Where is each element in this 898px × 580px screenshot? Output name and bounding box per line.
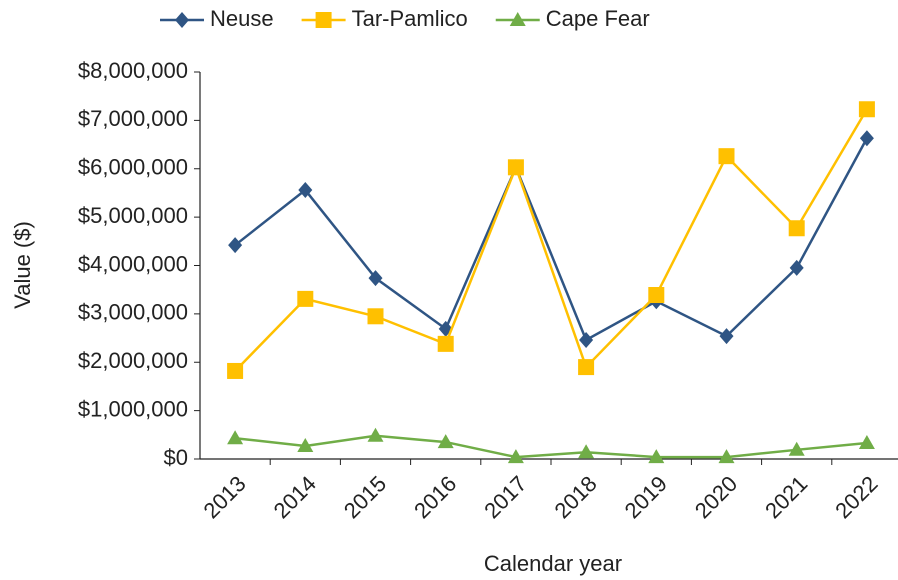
x-tick-label: 2014 — [269, 471, 321, 523]
x-tick-label: 2020 — [690, 471, 742, 523]
legend-marker — [175, 12, 189, 28]
point-marker — [367, 308, 384, 325]
y-tick-label: $5,000,000 — [78, 203, 188, 228]
series-line — [234, 434, 868, 459]
x-tick-label: 2021 — [760, 471, 812, 523]
point-marker — [297, 290, 314, 307]
y-tick-label: $8,000,000 — [78, 58, 188, 83]
y-tick-label: $7,000,000 — [78, 106, 188, 131]
series-line — [234, 137, 868, 342]
point-marker — [719, 328, 734, 345]
point-marker — [859, 130, 874, 147]
point-marker — [788, 441, 805, 456]
point-marker — [578, 359, 595, 376]
point-marker — [298, 182, 313, 199]
y-tick-label: $4,000,000 — [78, 251, 188, 276]
y-axis-title: Value ($) — [10, 221, 35, 309]
point-marker — [437, 434, 454, 449]
point-marker — [858, 101, 875, 118]
point-marker — [227, 362, 244, 379]
point-marker — [789, 259, 804, 276]
y-tick-label: $3,000,000 — [78, 300, 188, 325]
y-tick-label: $1,000,000 — [78, 396, 188, 421]
point-marker — [648, 287, 665, 304]
point-marker — [437, 335, 454, 352]
legend-marker — [509, 12, 526, 26]
point-marker — [648, 449, 665, 464]
legend-label: Neuse — [210, 6, 274, 31]
x-tick-label: 2013 — [198, 471, 250, 523]
x-tick-label: 2022 — [830, 471, 882, 523]
point-marker — [718, 449, 735, 464]
point-marker — [507, 159, 524, 176]
point-marker — [297, 437, 314, 452]
x-tick-label: 2019 — [620, 471, 672, 523]
point-marker — [368, 270, 383, 287]
y-tick-label: $0 — [164, 445, 188, 470]
point-marker — [507, 449, 524, 464]
x-tick-label: 2016 — [409, 471, 461, 523]
point-marker — [858, 435, 875, 450]
legend-label: Tar-Pamlico — [352, 6, 468, 31]
y-tick-label: $2,000,000 — [78, 348, 188, 373]
point-marker — [578, 444, 595, 459]
legend-marker — [315, 12, 332, 28]
x-tick-label: 2018 — [549, 471, 601, 523]
point-marker — [718, 148, 735, 165]
x-axis-title: Calendar year — [484, 551, 622, 576]
series-line — [234, 108, 868, 372]
point-marker — [228, 237, 243, 254]
point-marker — [579, 331, 594, 348]
x-tick-label: 2017 — [479, 471, 531, 523]
x-tick-label: 2015 — [339, 471, 391, 523]
point-marker — [367, 427, 384, 442]
legend-label: Cape Fear — [546, 6, 650, 31]
point-marker — [227, 430, 244, 445]
point-marker — [788, 220, 805, 237]
y-tick-label: $6,000,000 — [78, 155, 188, 180]
